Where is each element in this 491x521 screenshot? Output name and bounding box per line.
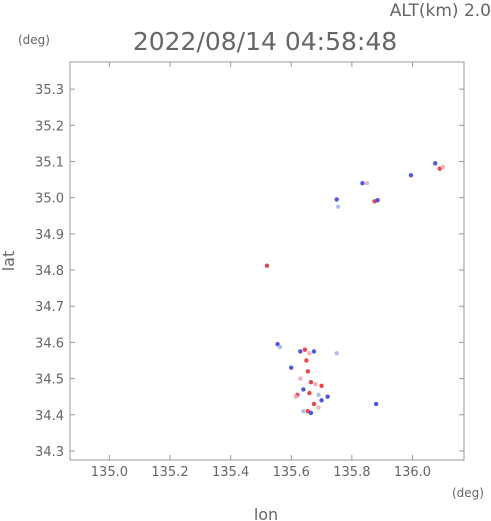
plot-frame (69, 61, 465, 461)
echo-point (319, 383, 324, 389)
x-tick-label: 135.6 (273, 465, 310, 480)
x-axis-label: lon (254, 505, 278, 521)
y-tick-label: 34.5 (35, 373, 64, 388)
echo-point (316, 392, 321, 398)
echo-point (289, 365, 294, 370)
y-tick-label: 34.3 (35, 445, 64, 460)
y-tick-label: 35.2 (35, 119, 64, 134)
echo-point (440, 164, 445, 170)
timestamp: 2022/08/14 04:58:48 (133, 27, 397, 56)
echo-point (302, 347, 308, 352)
x-axis: 135.0 135.2 135.4 135.6 135.8 136.0 (91, 62, 431, 480)
y-unit-label: (deg) (18, 33, 50, 47)
echo-point (307, 390, 312, 396)
y-tick-label: 34.4 (35, 409, 64, 424)
echo-point (307, 351, 312, 356)
echo-point (408, 173, 414, 178)
echo-point (308, 410, 314, 416)
y-axis-label: lat (0, 251, 18, 272)
radar-echoes (264, 161, 445, 416)
echo-point (311, 401, 317, 407)
echo-point (311, 349, 317, 354)
echo-point (301, 387, 306, 392)
echo-point (336, 204, 341, 209)
y-tick-label: 35.3 (35, 83, 64, 98)
echo-point (360, 181, 365, 186)
y-axis: 34.3 34.4 34.5 34.6 34.7 34.8 34.9 35.0 35.1 35.2… (35, 83, 464, 460)
echo-point (325, 394, 330, 399)
echo-point (293, 394, 298, 399)
echo-point (375, 198, 380, 203)
echo-point (334, 197, 339, 202)
x-unit-label: (deg) (452, 486, 484, 500)
echo-point (308, 380, 314, 385)
echo-point (304, 358, 309, 363)
echo-point (298, 376, 303, 381)
x-tick-label: 135.8 (333, 465, 370, 480)
altitude-label: ALT(km) 2.0 (390, 1, 491, 21)
echo-point (275, 342, 280, 347)
x-tick-label: 135.0 (91, 465, 128, 480)
echo-point (433, 161, 438, 166)
y-tick-label: 35.0 (35, 192, 64, 207)
echo-point (334, 351, 339, 356)
echo-point (277, 344, 283, 350)
x-tick-label: 135.2 (151, 465, 188, 480)
echo-point (313, 381, 318, 387)
echo-point (301, 408, 306, 414)
echo-point (319, 398, 324, 403)
echo-point (373, 401, 379, 407)
echo-point (264, 263, 270, 268)
echo-point (298, 349, 303, 354)
echo-point (316, 405, 321, 410)
y-tick-label: 34.6 (35, 336, 64, 351)
y-tick-label: 34.7 (35, 300, 64, 315)
y-tick-label: 35.1 (35, 156, 64, 171)
y-tick-label: 34.8 (35, 264, 64, 279)
echo-point (305, 369, 311, 374)
x-tick-label: 135.4 (212, 465, 249, 480)
x-tick-label: 136.0 (394, 465, 431, 480)
echo-point (364, 181, 370, 186)
y-tick-label: 34.9 (35, 228, 64, 243)
